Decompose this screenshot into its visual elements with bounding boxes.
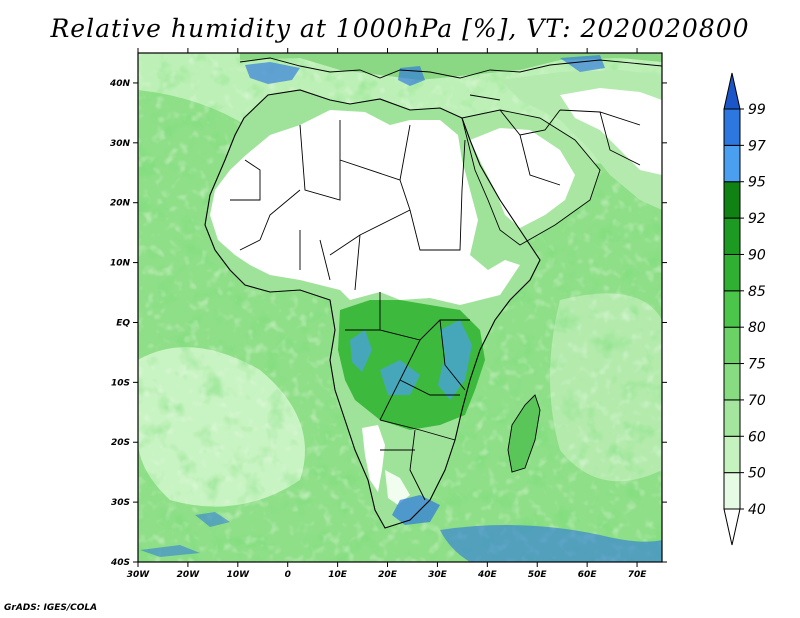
colorbar-segment [723, 253, 741, 292]
middle-east-borders [469, 94, 641, 186]
colorbar-label: 97 [748, 138, 766, 154]
north-africa-borders [230, 120, 466, 291]
humidity-field [138, 53, 662, 562]
arabia-coastline [461, 109, 601, 246]
colorbar-segment [723, 435, 741, 474]
map-frame [137, 52, 663, 563]
lon-tick-label: 20W [177, 570, 201, 580]
colorbar-segment [723, 72, 741, 110]
europe-land [240, 53, 662, 80]
lon-tick-label: 0 [285, 570, 291, 580]
lon-tick-label: 70E [628, 570, 648, 580]
south-dry-area [385, 470, 410, 505]
lat-tick-label: 40N [109, 79, 131, 89]
lat-tick-label: 30N [110, 139, 131, 149]
lon-tick-label: 40E [477, 570, 498, 580]
atlantic-moist-streak [140, 512, 230, 557]
europe-coastline [239, 57, 662, 79]
colorbar-label: 80 [748, 320, 766, 336]
colorbar-segment [723, 181, 741, 219]
lat-tick-label: 10N [110, 259, 131, 269]
colorbar-label: 60 [748, 429, 766, 445]
colorbar-label: 99 [748, 102, 766, 118]
colorbar-label: 50 [748, 466, 766, 482]
colorbar-segment [723, 508, 741, 546]
colorbar-segment [723, 399, 741, 437]
lon-tick-label: 50E [528, 570, 548, 580]
colorbar-segment [723, 217, 741, 255]
longitude-axis: 30W 20W 10W 0 10E 20E 30E 40E 50E 60E 70E [127, 48, 647, 580]
colorbar-segment [723, 108, 741, 146]
lat-tick-label: 20N [110, 199, 131, 209]
colorbar-label: 85 [748, 284, 766, 300]
lat-tick-label: 40S [110, 558, 130, 568]
lat-tick-label: EQ [116, 318, 130, 328]
madagascar-coastline [507, 394, 541, 473]
sahara-dry-area [210, 110, 520, 305]
lon-tick-label: 20E [378, 570, 398, 580]
software-credit: GrADS: IGES/COLA [4, 603, 98, 613]
lon-tick-label: 10W [227, 570, 251, 580]
colorbar-segment [723, 472, 741, 510]
lon-tick-label: 30W [127, 570, 151, 580]
lat-tick-label: 30S [111, 498, 130, 508]
lat-tick-label: 10S [111, 378, 130, 388]
africa-coastline [204, 89, 541, 529]
map-title: Relative humidity at 1000hPa [%], VT: 20… [50, 14, 750, 43]
colorbar-segment [723, 144, 741, 183]
lon-tick-label: 10E [328, 570, 348, 580]
colorbar-label: 90 [748, 247, 766, 263]
kalahari-dry-area [362, 425, 385, 492]
colorbar-segment [723, 363, 741, 401]
colorbar-segment [723, 290, 741, 328]
lat-tick-label: 20S [111, 438, 130, 448]
colorbar-label: 70 [748, 393, 766, 409]
lon-tick-label: 30E [428, 570, 448, 580]
lon-tick-label: 60E [578, 570, 598, 580]
colorbar-label: 95 [748, 175, 766, 191]
congo-saturated-area [350, 320, 472, 400]
madagascar-land [508, 395, 540, 472]
arabia-dry-area [470, 128, 575, 228]
europe-saturated-area [245, 55, 605, 86]
colorbar: 40 50 60 70 75 80 85 90 92 95 97 99 [723, 72, 766, 546]
colorbar-label: 92 [748, 211, 766, 227]
latitude-axis: 40N 30N 20N 10N EQ 10S 20S 30S 40S [109, 79, 667, 568]
iran-dry-area [560, 88, 662, 175]
colorbar-segment [723, 326, 741, 365]
colorbar-label: 75 [748, 357, 766, 373]
colorbar-label: 40 [748, 502, 766, 518]
central-africa-borders [345, 292, 470, 501]
political-boundaries [204, 57, 662, 529]
southern-ocean-moist-area [440, 525, 662, 562]
